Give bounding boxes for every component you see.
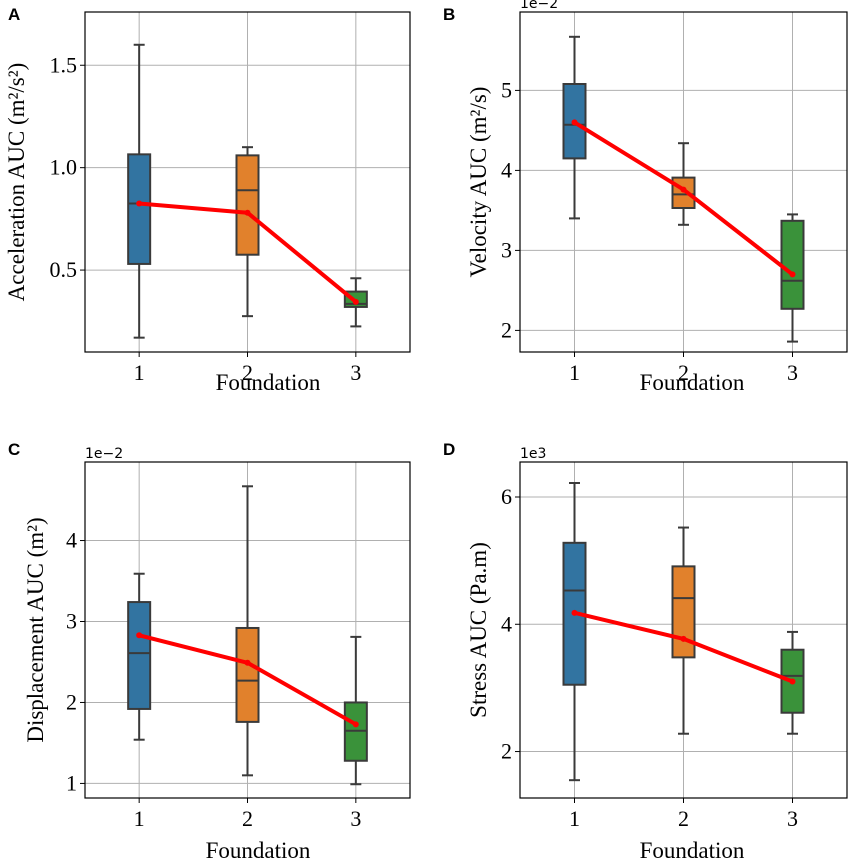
trend-point <box>571 119 578 126</box>
x-tick-label: 3 <box>350 806 361 831</box>
y-tick-label: 3 <box>66 608 77 633</box>
trend-point <box>136 632 143 639</box>
x-tick-label: 1 <box>569 806 580 831</box>
y-tick-label: 3 <box>501 237 512 262</box>
offset-text: 1e−2 <box>85 446 123 462</box>
panel-letter-b: B <box>443 5 455 24</box>
panel-letter-c: C <box>8 440 20 459</box>
y-axis-label: Stress AUC (Pa.m) <box>466 542 491 718</box>
x-tick-label: 1 <box>569 360 580 385</box>
trend-point <box>789 271 796 278</box>
y-tick-label: 5 <box>501 77 512 102</box>
box-1 <box>127 153 152 265</box>
y-tick-label: 2 <box>501 739 512 764</box>
trend-point <box>244 659 251 666</box>
y-axis-label: Velocity AUC (m²/s) <box>466 87 491 278</box>
box-2 <box>671 565 696 659</box>
box-3 <box>780 219 805 310</box>
box-2 <box>235 626 260 723</box>
panel-d: D 1e3 2 4 6 1 2 3 Foundation Stress AUC (Pa.m… <box>443 440 848 862</box>
trend-point <box>352 721 359 728</box>
y-tick-label: 4 <box>501 157 512 182</box>
trend-point <box>571 609 578 616</box>
trend-point <box>680 635 687 642</box>
offset-text: 1e−2 <box>520 0 558 12</box>
y-tick-label: 2 <box>66 689 77 714</box>
x-axis-label: Foundation <box>640 370 745 395</box>
box-1 <box>127 601 152 710</box>
trend-point <box>680 186 687 193</box>
y-tick-label: 1.5 <box>50 52 78 77</box>
x-tick-label: 1 <box>134 806 145 831</box>
y-tick-label: 0.5 <box>50 257 78 282</box>
y-tick-label: 2 <box>501 317 512 342</box>
x-tick-label: 2 <box>678 806 689 831</box>
y-tick-label: 6 <box>501 484 512 509</box>
y-axis-label: Displacement AUC (m²) <box>23 517 48 742</box>
trend-point <box>352 298 359 305</box>
trend-point <box>244 209 251 216</box>
x-axis-label: Foundation <box>640 838 745 862</box>
x-tick-label: 2 <box>678 360 689 385</box>
offset-text: 1e3 <box>520 446 546 462</box>
x-tick-label: 2 <box>242 806 253 831</box>
panel-c: C 1e−2 1 2 3 4 1 2 3 Foundation Displacement A… <box>8 440 411 862</box>
box-2 <box>235 154 260 256</box>
panel-b: B 1e−2 2 3 4 5 1 2 3 Foundation Velocity AUC (… <box>443 0 848 395</box>
panel-letter-d: D <box>443 440 455 459</box>
x-tick-label: 2 <box>242 360 253 385</box>
y-tick-label: 4 <box>66 528 77 553</box>
y-tick-label: 1.0 <box>50 155 78 180</box>
box-2 <box>671 176 696 210</box>
x-axis-label: Foundation <box>216 370 321 395</box>
x-tick-label: 1 <box>134 360 145 385</box>
x-tick-label: 3 <box>787 806 798 831</box>
y-tick-label: 1 <box>66 770 77 795</box>
y-axis-label: Acceleration AUC (m²/s²) <box>4 63 29 302</box>
x-tick-label: 3 <box>350 360 361 385</box>
panel-letter-a: A <box>8 5 20 24</box>
panel-a: A 0.5 1.0 1.5 1 2 3 Foundation Acceleration A… <box>4 5 411 395</box>
trend-point <box>789 678 796 685</box>
x-axis-label: Foundation <box>206 838 311 862</box>
trend-point <box>136 200 143 207</box>
y-tick-label: 4 <box>501 611 512 636</box>
x-tick-label: 3 <box>787 360 798 385</box>
